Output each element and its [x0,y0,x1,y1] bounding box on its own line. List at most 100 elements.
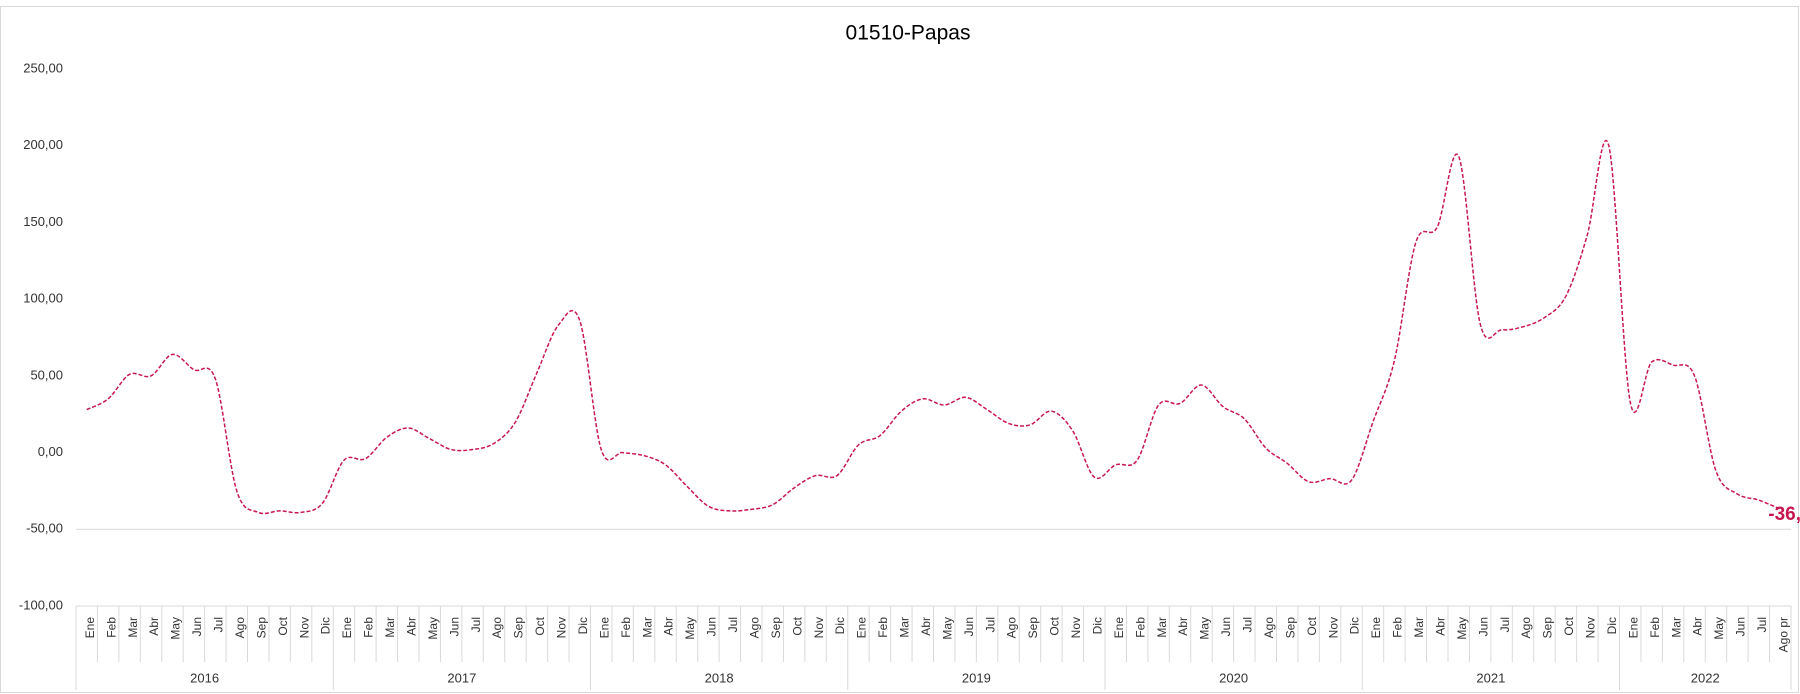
x-tick-label: Ene [83,617,97,639]
x-tick-label: Feb [104,617,118,638]
x-tick-label: Dic [1348,617,1362,634]
chart-frame [0,6,1799,693]
x-tick-label: Mar [383,617,397,638]
x-tick-label: May [1198,617,1212,640]
x-tick-label: Mar [1412,617,1426,638]
x-tick-label: Jul [212,617,226,632]
x-tick-label: Ago [233,617,247,639]
x-tick-label: Mar [898,617,912,638]
chart-title: 01510-Papas [846,22,971,45]
x-tick-label: Jul [469,617,483,632]
x-tick-label: Ene [1112,617,1126,639]
x-tick-label: Jul [1498,617,1512,632]
x-tick-label: Nov [1069,617,1083,638]
x-tick-label: Dic [576,617,590,634]
x-tick-label: Abr [1433,617,1447,636]
x-tick-label: Sep [1541,617,1555,639]
x-tick-label: Nov [812,617,826,638]
x-tick-label: Abr [662,617,676,636]
year-label: 2017 [447,670,476,685]
x-tick-label: Ago [1005,617,1019,639]
x-tick-label: Ene [597,617,611,639]
x-tick-label: Oct [276,616,290,635]
year-label: 2018 [705,670,734,685]
x-tick-label: Ene [1369,617,1383,639]
x-tick-label: May [169,617,183,640]
x-tick-label: May [426,617,440,640]
data-line [86,139,1781,515]
x-tick-label: Feb [1648,617,1662,638]
x-tick-label: Abr [1176,617,1190,636]
x-tick-label: Jun [1476,617,1490,636]
x-tick-label: Sep [512,617,526,639]
y-tick-label: -50,00 [26,521,63,536]
x-tick-label: Feb [876,617,890,638]
x-tick-label: May [1455,617,1469,640]
x-tick-label: Oct [790,616,804,635]
y-tick-label: 250,00 [23,60,63,75]
x-tick-label: Oct [1305,616,1319,635]
x-tick-label: Mar [1669,617,1683,638]
x-tick-label: May [683,617,697,640]
x-tick-label: Abr [404,617,418,636]
x-tick-label: Jul [726,617,740,632]
x-tick-label: Jun [447,617,461,636]
x-tick-label: Dic [1090,617,1104,634]
x-tick-label: Ene [855,617,869,639]
x-tick-label: Dic [833,617,847,634]
x-tick-label: Feb [619,617,633,638]
x-tick-label: Jun [962,617,976,636]
x-tick-label: Nov [1584,617,1598,638]
x-tick-label: May [1712,617,1726,640]
x-tick-label: Mar [126,617,140,638]
x-tick-label: May [940,617,954,640]
x-tick-label: Feb [1391,617,1405,638]
y-tick-label: 0,00 [38,444,63,459]
year-label: 2021 [1476,670,1505,685]
x-tick-label: Dic [1605,617,1619,634]
x-tick-label: Dic [319,617,333,634]
year-label: 2019 [962,670,991,685]
x-tick-label: Jul [1755,617,1769,632]
x-tick-label: Nov [297,617,311,638]
x-tick-label: Sep [769,617,783,639]
x-tick-label: Ago [747,617,761,639]
x-tick-label: Abr [147,617,161,636]
x-tick-label: Sep [1283,617,1297,639]
x-tick-label: Jun [1219,617,1233,636]
x-tick-label: Nov [555,617,569,638]
x-tick-label: Oct [1048,616,1062,635]
x-tick-label: Feb [1133,617,1147,638]
y-tick-label: 150,00 [23,214,63,229]
x-tick-label: Jul [1241,617,1255,632]
y-tick-label: 200,00 [23,137,63,152]
year-label: 2020 [1219,670,1248,685]
x-tick-label: Ago [490,617,504,639]
x-tick-label: Oct [533,616,547,635]
x-tick-label: Ene [340,617,354,639]
x-tick-label: Feb [362,617,376,638]
x-tick-label: Sep [254,617,268,639]
x-tick-label: Jun [190,617,204,636]
x-tick-label: Oct [1562,616,1576,635]
y-tick-label: -100,00 [19,597,63,612]
x-tick-label: Nov [1326,617,1340,638]
data-label: -36,82 [1768,504,1800,525]
x-tick-label: Ago pr [1776,617,1790,652]
x-tick-label: Jun [1734,617,1748,636]
x-tick-label: Abr [1691,617,1705,636]
x-tick-label: Mar [640,617,654,638]
x-tick-label: Jul [983,617,997,632]
x-tick-label: Abr [919,617,933,636]
year-label: 2022 [1691,670,1720,685]
x-tick-label: Sep [1026,617,1040,639]
x-tick-label: Ago [1262,617,1276,639]
y-tick-label: 50,00 [30,367,63,382]
x-tick-label: Mar [1155,617,1169,638]
x-tick-label: Ago [1519,617,1533,639]
x-tick-label: Ene [1626,617,1640,639]
y-tick-label: 100,00 [23,291,63,306]
x-tick-label: Jun [705,617,719,636]
year-label: 2016 [190,670,219,685]
